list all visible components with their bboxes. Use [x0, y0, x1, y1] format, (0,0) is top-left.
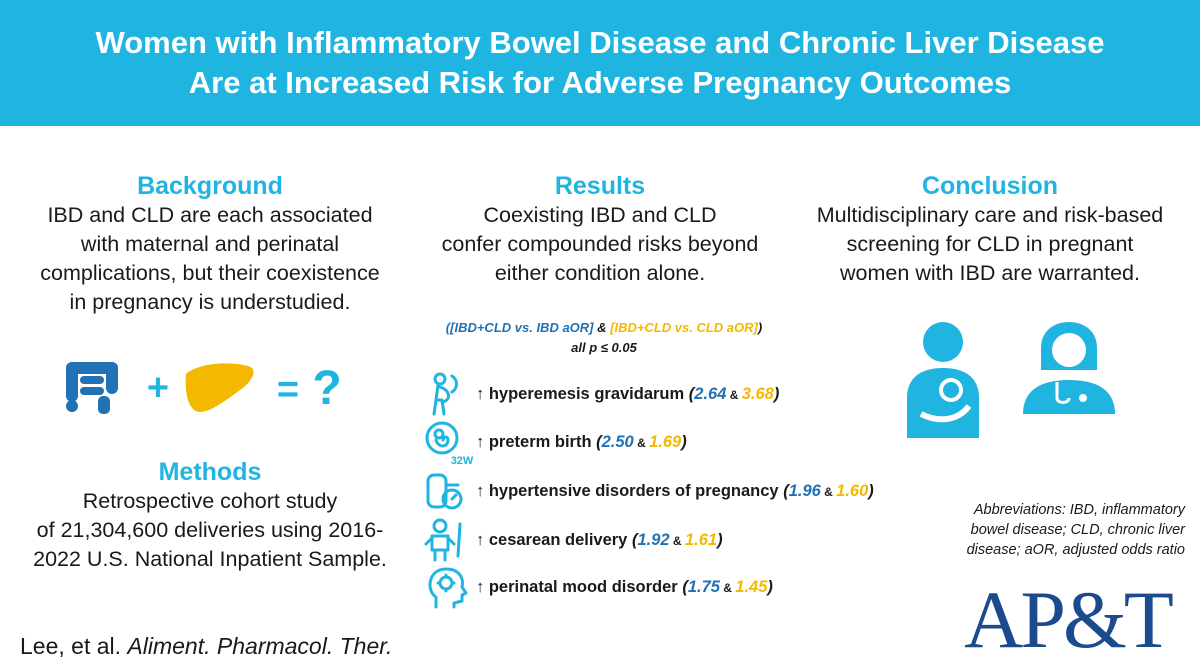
formula-equals: =: [277, 369, 299, 411]
legend-cld-label: [IBD+CLD vs. CLD aOR]: [610, 320, 758, 335]
citation: Lee, et al. Aliment. Pharmacol. Ther.: [20, 631, 392, 661]
outcome-label: cesarean delivery: [488, 530, 628, 549]
outcome-ibd-aor: 2.50: [601, 432, 634, 451]
outcome-arrow: ↑: [476, 577, 485, 596]
fetus-icon-label: 32W: [451, 455, 474, 466]
conclusion-line-3: women with IBD are warranted.: [840, 261, 1140, 285]
outcome-arrow: ↑: [476, 432, 485, 451]
background-line-3: complications, but their coexistence: [40, 261, 380, 285]
methods-text: Retrospective cohort study of 21,304,600…: [10, 487, 410, 574]
abbreviations-line-1: Abbreviations: IBD, inflammatory: [973, 502, 1185, 518]
outcome-row: ↑ hyperemesis gravidarum (2.64 & 3.68): [422, 370, 779, 418]
legend-close: ): [757, 320, 763, 335]
header-title-line-2: Are at Increased Risk for Adverse Pregna…: [188, 65, 1012, 100]
mother-and-doctor-illustration: [907, 322, 1115, 438]
background-title: Background: [137, 172, 283, 200]
fetus-32w-icon: 32W: [425, 421, 474, 466]
background-line-2: with maternal and perinatal: [80, 232, 340, 256]
background-text: IBD and CLD are each associated with mat…: [30, 201, 390, 317]
mother-baby-icon: [907, 322, 979, 438]
outcome-ibd-aor: 2.64: [694, 384, 727, 403]
outcome-label: perinatal mood disorder: [488, 577, 678, 596]
background-section: Background IBD and CLD are each associat…: [30, 171, 390, 317]
outcome-text: ↑ cesarean delivery (1.92 & 1.61): [476, 530, 723, 549]
outcome-cld-aor: 1.45: [735, 577, 768, 596]
results-text: Coexisting IBD and CLD confer compounded…: [415, 201, 785, 288]
legend-ibd-label: [IBD+CLD vs. IBD aOR]: [450, 320, 594, 335]
outcome-cld-aor: 1.69: [649, 432, 682, 451]
liver-icon: [185, 363, 254, 412]
legend-labels: ([IBD+CLD vs. IBD aOR] & [IBD+CLD vs. CL…: [418, 318, 790, 338]
outcome-ibd-aor: 1.75: [687, 577, 720, 596]
outcome-ibd-aor: 1.92: [637, 530, 670, 549]
outcome-text: ↑ perinatal mood disorder (1.75 & 1.45): [476, 577, 773, 596]
background-line-1: IBD and CLD are each associated: [47, 203, 373, 227]
pregnant-woman-icon: [432, 372, 458, 416]
outcome-cld-aor: 1.60: [836, 481, 869, 500]
formula-question: ?: [312, 362, 341, 415]
baby-scalpel-icon: [424, 518, 462, 562]
header-banner: Women with Inflammatory Bowel Disease an…: [0, 0, 1200, 126]
header-title-line-1: Women with Inflammatory Bowel Disease an…: [95, 25, 1105, 60]
outcome-cld-aor: 3.68: [741, 384, 774, 403]
blood-pressure-icon: [426, 473, 463, 510]
conclusion-title: Conclusion: [921, 172, 1059, 200]
results-title: Results: [554, 172, 646, 200]
results-line-3: either condition alone.: [494, 261, 706, 285]
methods-title: Methods: [158, 458, 262, 486]
outcome-arrow: ↑: [476, 384, 485, 403]
methods-line-2: of 21,304,600 deliveries using 2016-: [36, 518, 384, 542]
doctor-icon: [1023, 322, 1115, 414]
methods-section: Methods Retrospective cohort study of 21…: [10, 457, 410, 574]
conclusion-line-1: Multidisciplinary care and risk-based: [816, 203, 1164, 227]
conclusion-line-2: screening for CLD in pregnant: [846, 232, 1134, 256]
abbreviations-line-3: disease; aOR, adjusted odds ratio: [966, 542, 1185, 558]
abbreviations-line-2: bowel disease; CLD, chronic liver: [970, 522, 1185, 538]
outcome-row: ↑ cesarean delivery (1.92 & 1.61): [422, 516, 723, 564]
outcome-arrow: ↑: [476, 481, 485, 500]
citation-authors: Lee, et al.: [20, 633, 128, 659]
outcome-label: hypertensive disorders of pregnancy: [488, 481, 779, 500]
ibd-plus-cld-formula: + = ?: [66, 362, 342, 415]
methods-line-1: Retrospective cohort study: [82, 489, 338, 513]
head-mind-icon: [428, 567, 468, 609]
legend-amp: &: [593, 320, 611, 335]
outcome-label: hyperemesis gravidarum: [488, 384, 685, 403]
outcome-text: ↑ hyperemesis gravidarum (2.64 & 3.68): [476, 384, 780, 403]
results-line-2: confer compounded risks beyond: [441, 232, 759, 256]
legend-pvalue: all p ≤ 0.05: [571, 340, 637, 355]
outcome-label: preterm birth: [488, 432, 592, 451]
outcome-arrow: ↑: [476, 530, 485, 549]
results-legend: ([IBD+CLD vs. IBD aOR] & [IBD+CLD vs. CL…: [418, 318, 790, 358]
legend-open: (: [445, 320, 451, 335]
results-section: Results Coexisting IBD and CLD confer co…: [415, 171, 785, 288]
intestine-icon: [66, 362, 118, 414]
citation-journal: Aliment. Pharmacol. Ther.: [127, 633, 393, 659]
outcome-text: ↑ hypertensive disorders of pregnancy (1…: [476, 481, 874, 500]
outcome-row: 32W ↑ preterm birth (2.50 & 1.69): [422, 418, 687, 466]
abbreviations: Abbreviations: IBD, inflammatory bowel d…: [915, 500, 1185, 560]
apt-journal-logo: AP&T: [964, 574, 1174, 665]
outcome-cld-aor: 1.61: [684, 530, 718, 549]
methods-line-3: 2022 U.S. National Inpatient Sample.: [33, 547, 387, 571]
conclusion-section: Conclusion Multidisciplinary care and ri…: [800, 171, 1180, 288]
background-line-4: in pregnancy is understudied.: [69, 290, 351, 314]
outcome-row: ↑ perinatal mood disorder (1.75 & 1.45): [422, 563, 773, 611]
outcome-ibd-aor: 1.96: [788, 481, 821, 500]
formula-plus: +: [147, 367, 169, 409]
results-line-1: Coexisting IBD and CLD: [483, 203, 717, 227]
conclusion-text: Multidisciplinary care and risk-based sc…: [800, 201, 1180, 288]
outcome-text: ↑ preterm birth (2.50 & 1.69): [476, 432, 687, 451]
outcome-row: ↑ hypertensive disorders of pregnancy (1…: [422, 467, 874, 515]
